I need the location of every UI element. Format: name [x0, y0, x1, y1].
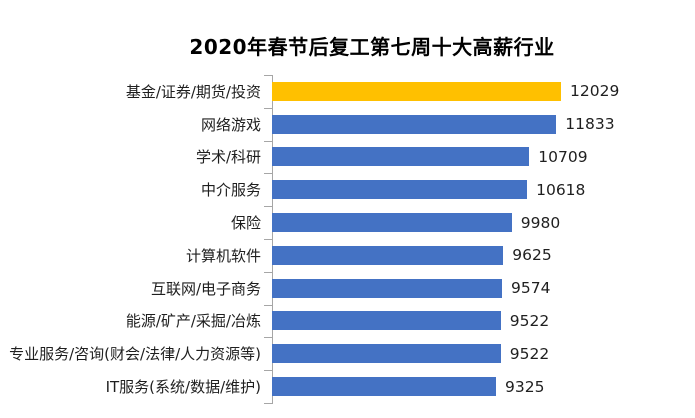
- bar: [272, 344, 501, 364]
- value-label: 9325: [505, 377, 545, 396]
- category-label: 网络游戏: [200, 115, 261, 134]
- axis-tick: [264, 304, 272, 306]
- axis-tick: [264, 370, 272, 372]
- value-label: 11833: [565, 115, 615, 134]
- bar-track: 9574: [272, 272, 695, 305]
- bar: [272, 278, 503, 298]
- bar-row: 基金/证券/期货/投资 12029: [0, 75, 695, 108]
- bar-row: 保险 9980: [0, 206, 695, 239]
- chart-title: 2020年春节后复工第七周十大高薪行业: [189, 35, 555, 59]
- category-label: 学术/科研: [195, 148, 261, 167]
- bar: [272, 81, 561, 101]
- value-label: 10618: [536, 180, 586, 199]
- axis-tick: [264, 140, 272, 142]
- category-label: 计算机软件: [185, 246, 261, 265]
- axis-tick: [264, 403, 272, 404]
- bar: [272, 245, 504, 265]
- bar: [272, 180, 528, 200]
- bar-track: 9625: [272, 239, 695, 272]
- bar-row: 计算机软件 9625: [0, 239, 695, 272]
- bar-track: 9522: [272, 305, 695, 338]
- bar: [272, 213, 512, 233]
- value-label: 9522: [509, 344, 550, 363]
- y-axis-line: [272, 75, 273, 404]
- value-label: 9574: [511, 279, 551, 298]
- bar: [272, 377, 497, 397]
- axis-tick: [264, 75, 272, 76]
- bar-row: 中介服务 10618: [0, 173, 695, 206]
- axis-tick: [264, 173, 272, 175]
- bar-track: 12029: [272, 75, 695, 108]
- bar-row: 能源/矿产/采掘/冶炼 9522: [0, 305, 695, 338]
- value-label: 9980: [520, 213, 561, 232]
- axis-tick: [264, 107, 272, 109]
- bar-track: 9522: [272, 337, 695, 370]
- bar-track: 9325: [272, 370, 695, 403]
- value-label: 10709: [538, 147, 588, 166]
- category-label: 互联网/电子商务: [150, 279, 261, 298]
- bar-row: 网络游戏 11833: [0, 108, 695, 141]
- bar-track: 10618: [272, 173, 695, 206]
- value-label: 9522: [509, 311, 550, 330]
- category-label: 中介服务: [200, 181, 261, 200]
- axis-tick: [264, 271, 272, 273]
- category-label: 保险: [230, 214, 261, 233]
- bar-track: 9980: [272, 206, 695, 239]
- bar-row: 专业服务/咨询(财会/法律/人力资源等) 9522: [0, 337, 695, 370]
- bar-row: IT服务(系统/数据/维护) 9325: [0, 370, 695, 403]
- bar-track: 10709: [272, 141, 695, 174]
- bar-row: 互联网/电子商务 9574: [0, 272, 695, 305]
- category-label: 能源/矿产/采掘/冶炼: [125, 312, 261, 331]
- category-label: 专业服务/咨询(财会/法律/人力资源等): [9, 345, 261, 364]
- bar: [272, 114, 557, 134]
- value-label: 9625: [512, 246, 552, 265]
- plot-area: 基金/证券/期货/投资 12029 网络游戏 11833 学术/科研 10709 中介服务 1…: [0, 75, 695, 403]
- axis-tick: [264, 206, 272, 208]
- bar: [272, 147, 530, 167]
- axis-tick: [264, 239, 272, 240]
- category-label: IT服务(系统/数据/维护): [105, 378, 261, 397]
- bar: [272, 311, 501, 331]
- category-label: 基金/证券/期货/投资: [125, 82, 261, 101]
- value-label: 12029: [570, 82, 620, 101]
- bar-track: 11833: [272, 108, 695, 141]
- bar-row: 学术/科研 10709: [0, 141, 695, 174]
- axis-tick: [264, 337, 272, 339]
